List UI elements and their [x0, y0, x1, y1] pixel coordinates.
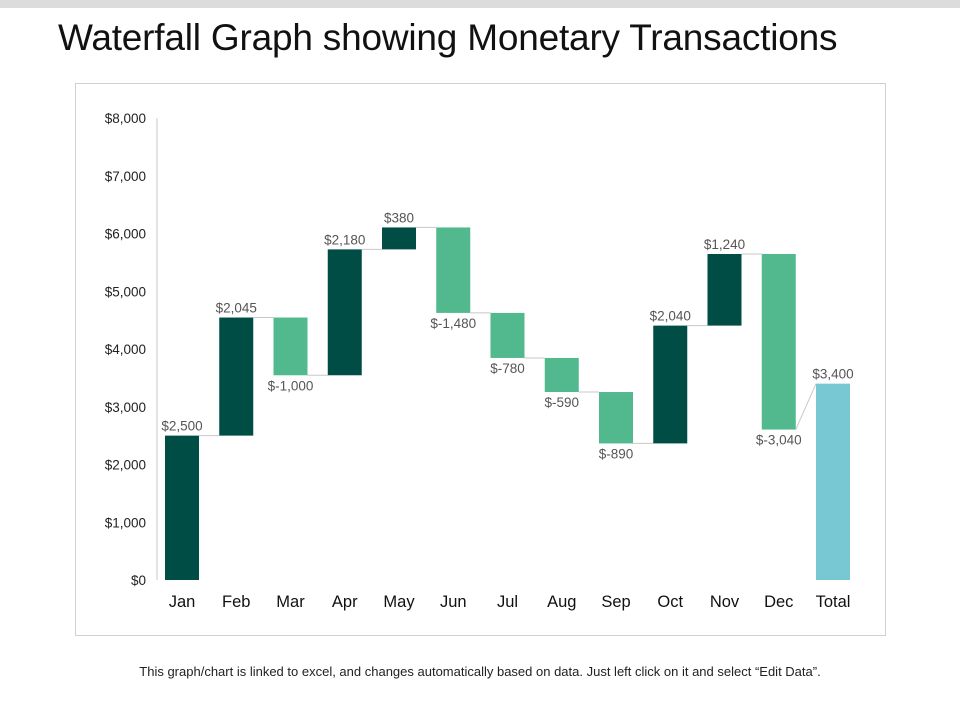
bar-jun[interactable]: [436, 227, 471, 313]
y-tick-label: $1,000: [105, 515, 146, 530]
data-label-may: $380: [384, 210, 414, 225]
chart-area[interactable]: $0 $1,000 $2,000 $3,000 $4,000 $5,000 $6,000 $7…: [75, 83, 886, 636]
data-label-aug: $-590: [544, 395, 579, 410]
x-tick-label: Jul: [497, 593, 518, 611]
data-label-nov: $1,240: [704, 237, 745, 252]
bar-feb[interactable]: [219, 317, 254, 436]
bar-sep[interactable]: [599, 392, 633, 444]
data-label-oct: $2,040: [650, 309, 691, 324]
y-tick-label: $7,000: [105, 169, 146, 184]
data-label-total: $3,400: [812, 367, 853, 382]
bar-jul[interactable]: [490, 312, 525, 358]
connector-line: [795, 383, 817, 430]
x-tick-label: Feb: [222, 593, 250, 611]
x-tick-label: May: [383, 593, 415, 611]
bar-dec[interactable]: [761, 254, 796, 430]
bar-apr[interactable]: [327, 249, 362, 376]
data-label-dec: $-3,040: [756, 433, 802, 448]
bar-oct[interactable]: [653, 325, 688, 444]
bar-nov[interactable]: [707, 254, 742, 326]
waterfall-chart[interactable]: $0 $1,000 $2,000 $3,000 $4,000 $5,000 $6,000 $7…: [76, 84, 885, 635]
data-label-jun: $-1,480: [430, 316, 476, 331]
y-tick-label: $2,000: [105, 458, 146, 473]
bar-mar[interactable]: [273, 317, 308, 376]
data-label-apr: $2,180: [324, 232, 365, 247]
page-title: Waterfall Graph showing Monetary Transac…: [58, 17, 838, 58]
data-label-jan: $2,500: [161, 419, 202, 434]
y-tick-label: $3,000: [105, 400, 146, 415]
data-label-sep: $-890: [599, 446, 634, 461]
data-label-jul: $-780: [490, 361, 525, 376]
bar-total[interactable]: [816, 383, 850, 580]
data-label-mar: $-1,000: [268, 378, 314, 393]
x-tick-label: Nov: [710, 593, 740, 611]
x-tick-label: Jun: [440, 593, 467, 611]
x-tick-label: Aug: [547, 593, 576, 611]
bar-may[interactable]: [382, 227, 416, 250]
x-tick-label: Dec: [764, 593, 793, 611]
bar-aug[interactable]: [544, 357, 579, 393]
x-tick-label: Apr: [332, 593, 358, 611]
x-tick-label: Oct: [657, 593, 683, 611]
x-tick-label: Jan: [169, 593, 196, 611]
bar-jan[interactable]: [165, 435, 199, 580]
y-tick-label: $4,000: [105, 342, 146, 357]
top-accent-bar: [0, 0, 960, 8]
y-tick-label: $8,000: [105, 111, 146, 126]
footer-note: This graph/chart is linked to excel, and…: [139, 664, 821, 679]
x-tick-label: Sep: [601, 593, 630, 611]
data-label-feb: $2,045: [216, 301, 257, 316]
y-tick-label: $5,000: [105, 284, 146, 299]
y-tick-label: $0: [131, 573, 146, 588]
x-tick-label: Total: [816, 593, 851, 611]
y-tick-label: $6,000: [105, 227, 146, 242]
x-tick-label: Mar: [276, 593, 305, 611]
